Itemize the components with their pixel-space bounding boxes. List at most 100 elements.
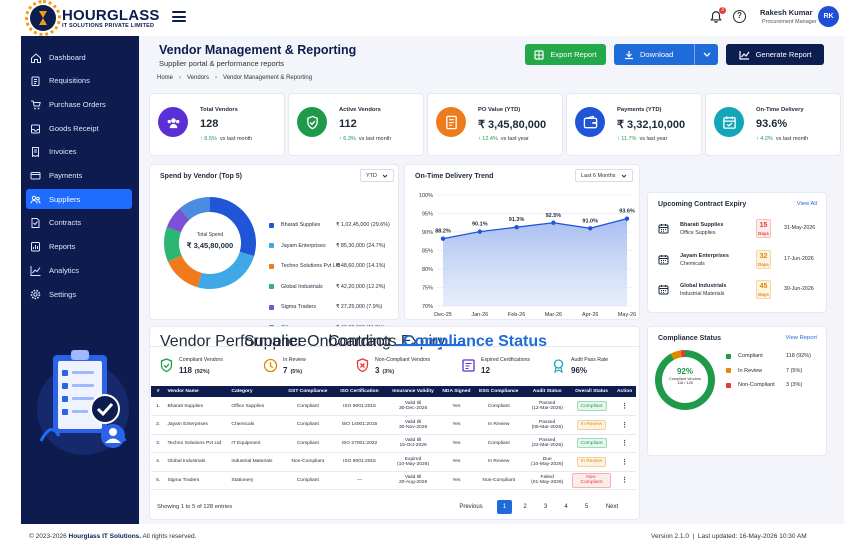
page-4-button[interactable]: 4 bbox=[564, 504, 568, 510]
sidebar-item-analytics[interactable]: Analytics bbox=[26, 260, 132, 280]
sidebar-item-payments[interactable]: Payments bbox=[26, 166, 132, 186]
page-5-button[interactable]: 5 bbox=[584, 504, 589, 510]
compliance-slice-non-compliant[interactable] bbox=[680, 350, 685, 358]
table-row[interactable]: 2. Jayam Enterprises Chemicals Compliant ISO… bbox=[151, 415, 636, 435]
trend-up-icon: ↑ bbox=[339, 136, 344, 142]
page-2-button[interactable]: 2 bbox=[523, 504, 527, 510]
sidebar-item-suppliers[interactable]: Suppliers bbox=[26, 189, 132, 210]
compliance-stat-label: Expired Certifications bbox=[481, 357, 531, 363]
kpi-card-total-vendors[interactable]: Total Vendors 128 ↑ 8.5% vs last month bbox=[149, 93, 285, 156]
sidebar-item-settings[interactable]: Settings bbox=[26, 284, 132, 304]
generate-report-button[interactable]: Generate Report bbox=[726, 44, 824, 65]
column-header[interactable]: ISO Certification bbox=[332, 386, 387, 397]
insurance-status: Valid till bbox=[404, 438, 422, 444]
vendor-name[interactable]: Techno Solutions Pvt Ltd bbox=[165, 434, 230, 453]
view-all-link[interactable]: View All bbox=[796, 201, 817, 207]
compliance-legend-row: In Review 7 (5%) bbox=[726, 368, 826, 374]
insurance-status: Valid till bbox=[404, 475, 422, 481]
spend-period-select[interactable]: YTD bbox=[360, 169, 394, 182]
trend-point[interactable] bbox=[514, 224, 519, 230]
table-row[interactable]: 3. Techno Solutions Pvt Ltd IT Equipment Co… bbox=[151, 434, 636, 453]
page-1-button[interactable]: 1 bbox=[497, 500, 512, 514]
legend-swatch bbox=[726, 353, 731, 359]
chevron-down-icon[interactable] bbox=[694, 44, 718, 65]
days-remaining-badge: 15 Days bbox=[756, 219, 771, 238]
vendor-name[interactable]: Jayam Enterprises bbox=[165, 415, 230, 435]
contract-expiry-row[interactable]: Global Industrials Industrial Materials 45… bbox=[658, 280, 818, 308]
donut-slice-techno-solutions-pvt-ltd[interactable] bbox=[167, 255, 202, 288]
sidebar-item-goods-receipt[interactable]: Goods Receipt bbox=[26, 118, 132, 138]
download-button[interactable]: Download bbox=[614, 44, 718, 65]
more-vertical-icon[interactable]: ⋮ bbox=[621, 421, 629, 429]
column-header[interactable]: Action bbox=[613, 386, 636, 397]
sidebar-item-dashboard[interactable]: Dashboard bbox=[26, 47, 132, 67]
vendor-name[interactable]: Sigma Traders bbox=[165, 471, 230, 490]
trend-period-select[interactable]: Last 6 Months bbox=[575, 169, 633, 182]
trend-point[interactable] bbox=[477, 229, 482, 234]
trend-point[interactable] bbox=[440, 236, 446, 241]
sidebar-item-requisitions[interactable]: Requisitions bbox=[26, 71, 132, 91]
column-header[interactable]: NDA Signed bbox=[439, 386, 473, 397]
column-header[interactable]: GST Compliance bbox=[283, 386, 333, 397]
avatar[interactable]: RK bbox=[818, 6, 839, 27]
contract-expiry-row[interactable]: Bharati Supplies Office Supplies 15 Days 31-… bbox=[658, 219, 818, 247]
next-page-button[interactable]: Next bbox=[605, 504, 619, 510]
compliance-slice-in-review[interactable] bbox=[670, 350, 682, 360]
notification-bell-icon[interactable]: 3 bbox=[709, 7, 726, 24]
tab-compliance-status[interactable]: Compliance Status bbox=[403, 333, 548, 350]
help-icon[interactable]: ? bbox=[733, 10, 746, 23]
audit-badge-icon bbox=[551, 358, 566, 374]
tab-supplier-onboarding[interactable]: Supplier Onboarding bbox=[244, 333, 391, 350]
donut-slice-global-industrials[interactable] bbox=[164, 227, 182, 262]
export-report-button[interactable]: Export Report bbox=[525, 44, 606, 65]
more-vertical-icon[interactable]: ⋮ bbox=[621, 477, 629, 485]
kpi-card-payments-ytd[interactable]: Payments (YTD) ₹ 3,32,10,000 ↑ 11.7% vs las… bbox=[566, 93, 702, 156]
contract-expiry-row[interactable]: Jayam Enterprises Chemicals 32 Days 17-Jun-2… bbox=[658, 249, 818, 278]
gst-status: Compliant bbox=[283, 434, 333, 453]
column-header[interactable]: ESG Compliance bbox=[472, 386, 525, 397]
sidebar-item-purchase-orders[interactable]: Purchase Orders bbox=[26, 94, 132, 114]
column-header[interactable]: Category bbox=[229, 386, 284, 397]
more-vertical-icon[interactable]: ⋮ bbox=[621, 403, 629, 410]
tab-vendor-performance[interactable]: Vendor Performance bbox=[160, 333, 307, 350]
vendor-name[interactable]: Bharati Supplies bbox=[165, 397, 230, 416]
table-row[interactable]: 4. Global Industrials Industrial Materials… bbox=[151, 452, 636, 472]
view-report-link[interactable]: View Report bbox=[785, 335, 817, 341]
column-header[interactable]: Overall Status bbox=[569, 386, 614, 397]
donut-slice-sigma-traders[interactable] bbox=[166, 208, 190, 233]
menu-toggle-icon[interactable] bbox=[172, 11, 186, 22]
trend-area bbox=[443, 218, 627, 306]
column-header[interactable]: Insurance Validity bbox=[386, 386, 440, 397]
donut-slice-bharati-supplies[interactable] bbox=[210, 197, 256, 257]
x-tick-label: Feb-26 bbox=[508, 312, 525, 318]
brand-logo[interactable]: HOURGLASS IT SOLUTIONS PRIVATE LIMITED bbox=[25, 0, 160, 36]
sidebar-item-invoices[interactable]: Invoices bbox=[26, 142, 132, 162]
column-header[interactable]: # bbox=[151, 386, 166, 397]
kpi-card-active-vendors[interactable]: Active Vendors 112 ↑ 6.3% vs last month bbox=[288, 93, 424, 156]
table-row[interactable]: 5. Sigma Traders Stationery Compliant — Valid… bbox=[151, 471, 636, 490]
donut-slice-jayam-enterprises[interactable] bbox=[197, 251, 255, 289]
more-vertical-icon[interactable]: ⋮ bbox=[621, 458, 629, 466]
compliance-donut-chart bbox=[655, 350, 715, 410]
trend-point[interactable] bbox=[588, 226, 593, 231]
table-row[interactable]: 1. Bharati Supplies Office Supplies Complia… bbox=[151, 397, 636, 416]
previous-page-button[interactable]: Previous bbox=[459, 504, 483, 510]
column-header[interactable]: Audit Status bbox=[524, 386, 570, 397]
vendor-category: Industrial Materials bbox=[229, 452, 284, 472]
column-header[interactable]: Vendor Name bbox=[165, 386, 230, 397]
kpi-card-po-value-ytd[interactable]: PO Value (YTD) ₹ 3,45,80,000 ↑ 12.4% vs las… bbox=[427, 93, 563, 156]
sidebar-item-contracts[interactable]: Contracts bbox=[26, 213, 132, 233]
kpi-card-on-time-delivery[interactable]: On-Time Delivery 93.6% ↑ 4.2% vs last month bbox=[705, 93, 841, 156]
breadcrumb-home[interactable]: Home bbox=[157, 75, 174, 81]
trend-point[interactable] bbox=[551, 220, 556, 225]
page-3-button[interactable]: 3 bbox=[543, 504, 548, 510]
trend-point[interactable] bbox=[624, 216, 630, 221]
vendor-category: Office Supplies bbox=[229, 397, 284, 416]
vendor-name[interactable]: Global Industrials bbox=[165, 452, 230, 472]
compliance-stat-value-wrap: 96% bbox=[571, 366, 587, 375]
user-info[interactable]: Rakesh Kumar Procurement Manager bbox=[760, 8, 817, 25]
donut-slice-others[interactable] bbox=[179, 197, 210, 220]
breadcrumb-vendors[interactable]: Vendors bbox=[187, 75, 210, 81]
sidebar-item-reports[interactable]: Reports bbox=[26, 237, 132, 257]
more-vertical-icon[interactable]: ⋮ bbox=[621, 440, 629, 448]
